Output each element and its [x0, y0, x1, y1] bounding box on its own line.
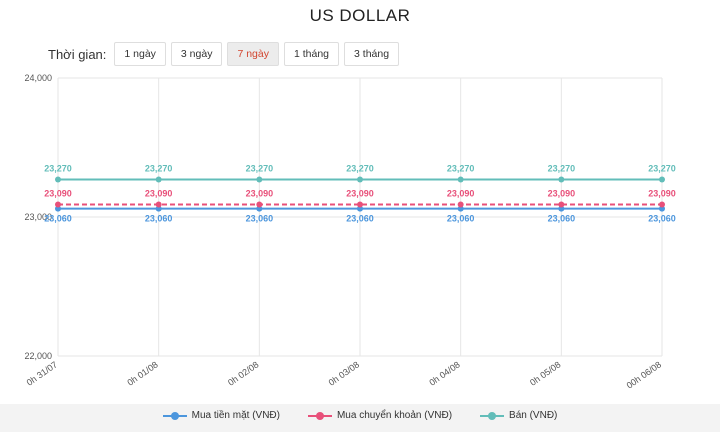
y-tick-label: 24,000: [24, 73, 52, 83]
legend-item-cash-buy[interactable]: Mua tiền mặt (VNĐ): [162, 410, 280, 421]
range-7-days-button[interactable]: 7 ngày: [227, 42, 279, 66]
legend-swatch-transfer-buy: [307, 411, 332, 421]
x-tick-label: 0h 04/08: [427, 359, 461, 387]
data-point: [457, 176, 464, 183]
chart-legend: Mua tiền mặt (VNĐ) Mua chuyển khoản (VNĐ…: [0, 410, 720, 421]
x-tick-label: 0h 31/07: [25, 359, 59, 387]
data-label: 23,090: [145, 188, 173, 198]
data-point: [558, 176, 565, 183]
data-label: 23,270: [44, 163, 72, 173]
data-point: [357, 176, 363, 183]
data-label: 23,270: [447, 163, 475, 173]
data-point: [457, 201, 464, 208]
time-range-label: Thời gian:: [48, 46, 107, 62]
data-label: 23,270: [648, 163, 676, 173]
data-label: 23,090: [44, 188, 72, 198]
legend-bar: [0, 404, 720, 432]
data-point: [558, 205, 565, 212]
data-label: 23,060: [145, 214, 173, 224]
legend-label-transfer-buy: Mua chuyển khoản (VNĐ): [336, 410, 453, 421]
x-tick-label: 0h 02/08: [226, 359, 260, 387]
legend-item-transfer-buy[interactable]: Mua chuyển khoản (VNĐ): [307, 410, 453, 421]
data-point: [357, 201, 363, 208]
data-label: 23,270: [145, 163, 173, 173]
data-label: 23,090: [648, 188, 676, 198]
data-point: [155, 205, 162, 212]
data-label: 23,270: [346, 163, 374, 173]
x-tick-label: 0h 03/08: [327, 359, 361, 387]
time-range-selector: Thời gian: 1 ngày 3 ngày 7 ngày 1 tháng …: [48, 42, 404, 66]
data-point: [558, 201, 565, 208]
data-label: 23,090: [447, 188, 475, 198]
data-point: [155, 176, 162, 183]
line-chart: 22,000 23,000 24,000 0h 31/07 0h 01/08 0h 02/…: [24, 73, 676, 391]
x-tick-label: 00h 06/08: [625, 359, 664, 390]
data-point: [357, 205, 363, 212]
range-3-days-button[interactable]: 3 ngày: [170, 42, 223, 66]
data-label: 23,090: [246, 188, 274, 198]
data-point: [55, 201, 61, 208]
x-tick-label: 0h 01/08: [125, 359, 159, 387]
data-label: 23,060: [548, 214, 576, 224]
data-point: [155, 201, 162, 208]
x-tick-label: 0h 05/08: [528, 359, 562, 387]
legend-swatch-cash-buy: [162, 411, 187, 421]
data-point: [256, 176, 263, 183]
data-label: 23,090: [548, 188, 576, 198]
legend-item-sell[interactable]: Bán (VNĐ): [480, 410, 557, 421]
legend-label-cash-buy: Mua tiền mặt (VNĐ): [191, 410, 280, 421]
legend-label-sell: Bán (VNĐ): [509, 410, 558, 421]
range-1-day-button[interactable]: 1 ngày: [114, 42, 166, 66]
y-tick-label: 22,000: [24, 351, 52, 361]
chart-title: US DOLLAR: [309, 6, 411, 25]
data-point: [55, 176, 61, 183]
data-point: [659, 205, 665, 212]
data-label: 23,060: [44, 214, 72, 224]
data-point: [659, 176, 665, 183]
data-point: [256, 205, 263, 212]
data-point: [659, 201, 665, 208]
legend-swatch-sell: [480, 411, 505, 421]
data-label: 23,090: [346, 188, 374, 198]
data-label: 23,060: [648, 214, 676, 224]
data-point: [55, 205, 61, 212]
data-label: 23,060: [346, 214, 374, 224]
range-3-months-button[interactable]: 3 tháng: [344, 42, 400, 66]
y-tick-label: 23,000: [24, 212, 52, 222]
data-label: 23,060: [447, 214, 475, 224]
data-label: 23,270: [548, 163, 576, 173]
data-label: 23,270: [246, 163, 274, 173]
range-1-month-button[interactable]: 1 tháng: [283, 42, 340, 66]
data-label: 23,060: [246, 214, 274, 224]
data-point: [457, 205, 464, 212]
data-point: [256, 201, 263, 208]
